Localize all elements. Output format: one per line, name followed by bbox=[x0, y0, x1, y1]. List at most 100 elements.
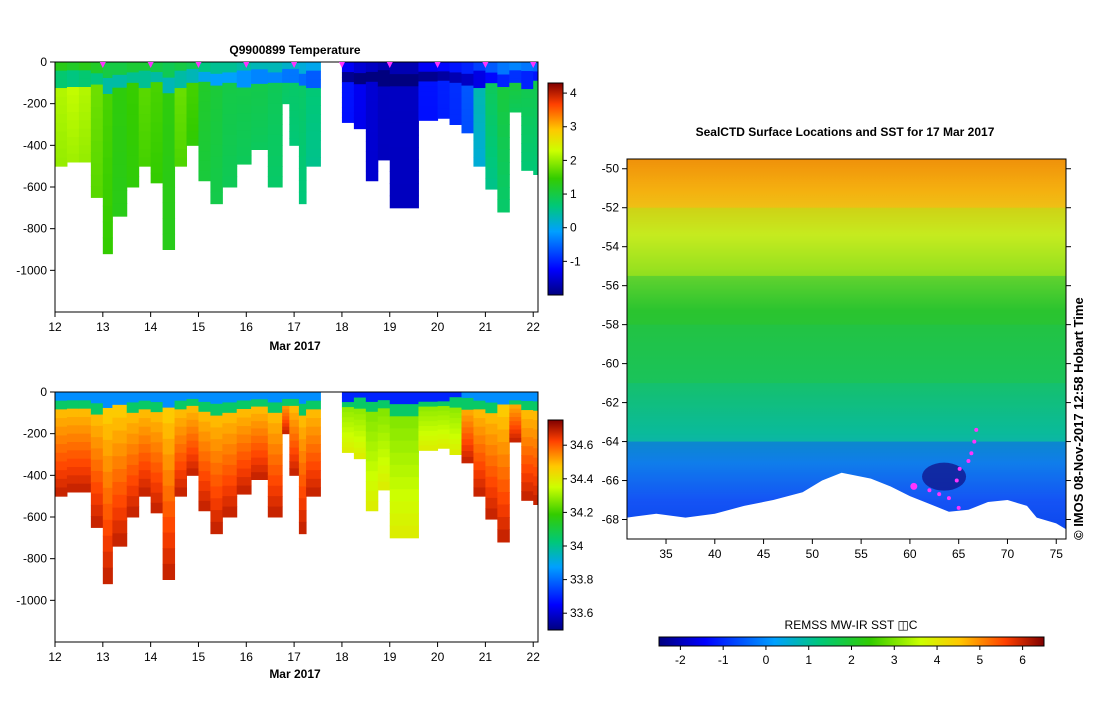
salinity-cell bbox=[306, 400, 321, 410]
salinity-cell bbox=[377, 473, 391, 483]
salinity-cell bbox=[236, 409, 252, 419]
salinity-cell bbox=[186, 447, 199, 455]
salinity-cell bbox=[437, 429, 451, 435]
temperature-cell bbox=[102, 189, 113, 207]
temperature-profile bbox=[449, 62, 462, 125]
salinity-cell bbox=[162, 563, 176, 580]
lat-tick-label: -52 bbox=[602, 201, 620, 215]
salinity-cell bbox=[418, 406, 439, 412]
salinity-cell bbox=[174, 426, 188, 436]
temperature-cell bbox=[437, 76, 451, 82]
lat-tick-label: -60 bbox=[602, 357, 620, 371]
salinity-cell bbox=[186, 468, 199, 476]
temperature-cell bbox=[461, 79, 474, 87]
x-tick-label: 15 bbox=[192, 650, 206, 664]
temperature-cell bbox=[90, 84, 104, 97]
temperature-cell bbox=[461, 121, 474, 128]
salinity-cell bbox=[186, 433, 199, 442]
salinity-cell bbox=[461, 415, 474, 423]
temperature-cell bbox=[353, 89, 367, 96]
temperature-cell bbox=[138, 79, 152, 89]
salinity-cell bbox=[102, 519, 113, 537]
temperature-profile bbox=[126, 62, 140, 188]
salinity-cell bbox=[298, 427, 307, 440]
salinity-profile bbox=[533, 392, 539, 505]
salinity-cell bbox=[289, 461, 300, 469]
salinity-cell bbox=[102, 471, 113, 489]
temperature-cell bbox=[485, 146, 498, 158]
salinity-cell bbox=[418, 421, 439, 427]
salinity-cell bbox=[55, 452, 68, 462]
salinity-cell bbox=[298, 510, 307, 523]
salinity-cell bbox=[521, 491, 534, 501]
salinity-cell bbox=[282, 416, 290, 421]
salinity-cell bbox=[66, 433, 80, 443]
temperature-profile bbox=[437, 62, 451, 119]
salinity-cell bbox=[437, 415, 451, 421]
temperature-cell bbox=[461, 115, 474, 122]
temperature-cell bbox=[365, 160, 379, 172]
temperature-cell bbox=[497, 99, 510, 113]
salinity-cell bbox=[138, 487, 152, 497]
salinity-cell bbox=[282, 402, 290, 407]
map-longitude-axis: 35 40 45 50 55 60 65 70 75 bbox=[659, 539, 1063, 561]
salinity-cell bbox=[236, 443, 252, 453]
salinity-cell bbox=[341, 412, 355, 418]
temperature-cell bbox=[533, 90, 539, 100]
salinity-cell bbox=[289, 419, 300, 428]
temperature-cell bbox=[186, 110, 199, 119]
temperature-cell bbox=[150, 62, 164, 73]
salinity-cell bbox=[236, 468, 252, 478]
temperature-cell bbox=[353, 67, 367, 74]
temperature-cell bbox=[186, 82, 199, 91]
salinity-x-axis-label: Mar 2017 bbox=[269, 667, 321, 681]
salinity-cell bbox=[222, 454, 238, 466]
temperature-cell bbox=[282, 79, 290, 84]
salinity-cell bbox=[102, 551, 113, 569]
temperature-cell bbox=[521, 125, 534, 135]
salinity-cell bbox=[162, 438, 176, 455]
temperature-cell bbox=[112, 100, 128, 114]
salinity-cell bbox=[509, 437, 522, 443]
salinity-cell bbox=[485, 434, 498, 446]
temperature-cell bbox=[55, 105, 68, 115]
colorbar-tick-label: 33.6 bbox=[570, 606, 594, 620]
temperature-cell bbox=[251, 127, 269, 136]
salinity-cell bbox=[306, 452, 321, 462]
salinity-cell bbox=[138, 426, 152, 436]
salinity-cell bbox=[251, 472, 269, 480]
y-tick-label: -600 bbox=[23, 180, 47, 194]
temperature-profile bbox=[365, 62, 379, 182]
salinity-cell bbox=[126, 433, 140, 445]
temperature-cell bbox=[198, 62, 211, 73]
x-tick-label: 17 bbox=[287, 650, 301, 664]
salinity-cell bbox=[186, 419, 199, 428]
sst-colorbar-tick-label: 0 bbox=[763, 653, 770, 667]
temperature-cell bbox=[126, 62, 140, 73]
temperature-profile bbox=[306, 62, 321, 167]
seal-location-marker bbox=[969, 451, 974, 456]
salinity-cell bbox=[389, 416, 419, 429]
salinity-cell bbox=[267, 454, 283, 466]
salinity-cell bbox=[198, 411, 211, 423]
temperature-cell bbox=[341, 107, 355, 113]
salinity-cell bbox=[150, 412, 164, 423]
salinity-cell bbox=[267, 496, 283, 508]
salinity-cell bbox=[521, 473, 534, 483]
profile-marker bbox=[482, 62, 489, 68]
temperature-cell bbox=[222, 134, 238, 146]
temperature-cell bbox=[485, 114, 498, 127]
temperature-cell bbox=[298, 144, 307, 157]
temperature-cell bbox=[174, 148, 188, 158]
temperature-cell bbox=[210, 73, 223, 87]
temperature-cell bbox=[377, 62, 391, 71]
salinity-cell bbox=[267, 485, 283, 497]
salinity-profile bbox=[461, 392, 474, 464]
temperature-cell bbox=[126, 134, 140, 146]
y-tick-label: 0 bbox=[40, 385, 47, 399]
x-tick-label: 20 bbox=[431, 650, 445, 664]
salinity-cell bbox=[222, 506, 238, 518]
temperature-cell bbox=[389, 98, 419, 112]
lat-tick-label: -50 bbox=[602, 162, 620, 176]
temperature-cell bbox=[236, 87, 252, 97]
